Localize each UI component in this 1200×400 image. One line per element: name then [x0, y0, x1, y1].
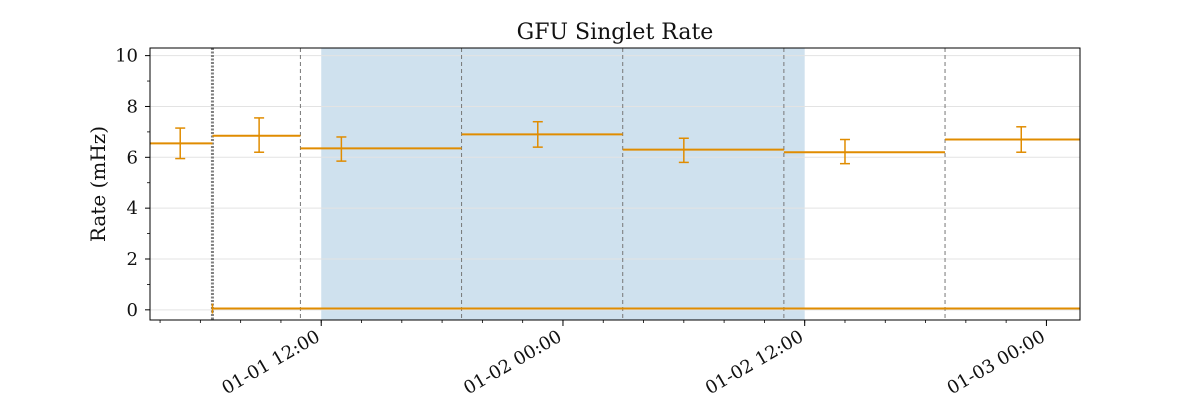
shaded-region: [321, 48, 805, 320]
y-axis-title: Rate (mHz): [86, 126, 110, 242]
chart-title: GFU Singlet Rate: [517, 20, 714, 45]
y-tick-label: 8: [127, 96, 138, 117]
x-tick-label: 01-03 00:00: [944, 326, 1049, 399]
x-tick-label: 01-01 12:00: [218, 326, 323, 399]
plot-frame: [149, 47, 1081, 321]
x-tick-label: 01-02 12:00: [702, 326, 807, 399]
x-tick-label: 01-02 00:00: [460, 326, 565, 399]
y-tick-label: 4: [127, 198, 138, 219]
y-tick-label: 2: [127, 249, 138, 270]
plot-area: 0 2 4 6 8 10 01-01 12:00 01-02 00:00 01-02 12:00…: [115, 46, 1081, 399]
y-tick-label: 0: [127, 300, 138, 321]
y-tick-label: 6: [127, 147, 138, 168]
y-tick-label: 10: [115, 46, 138, 67]
